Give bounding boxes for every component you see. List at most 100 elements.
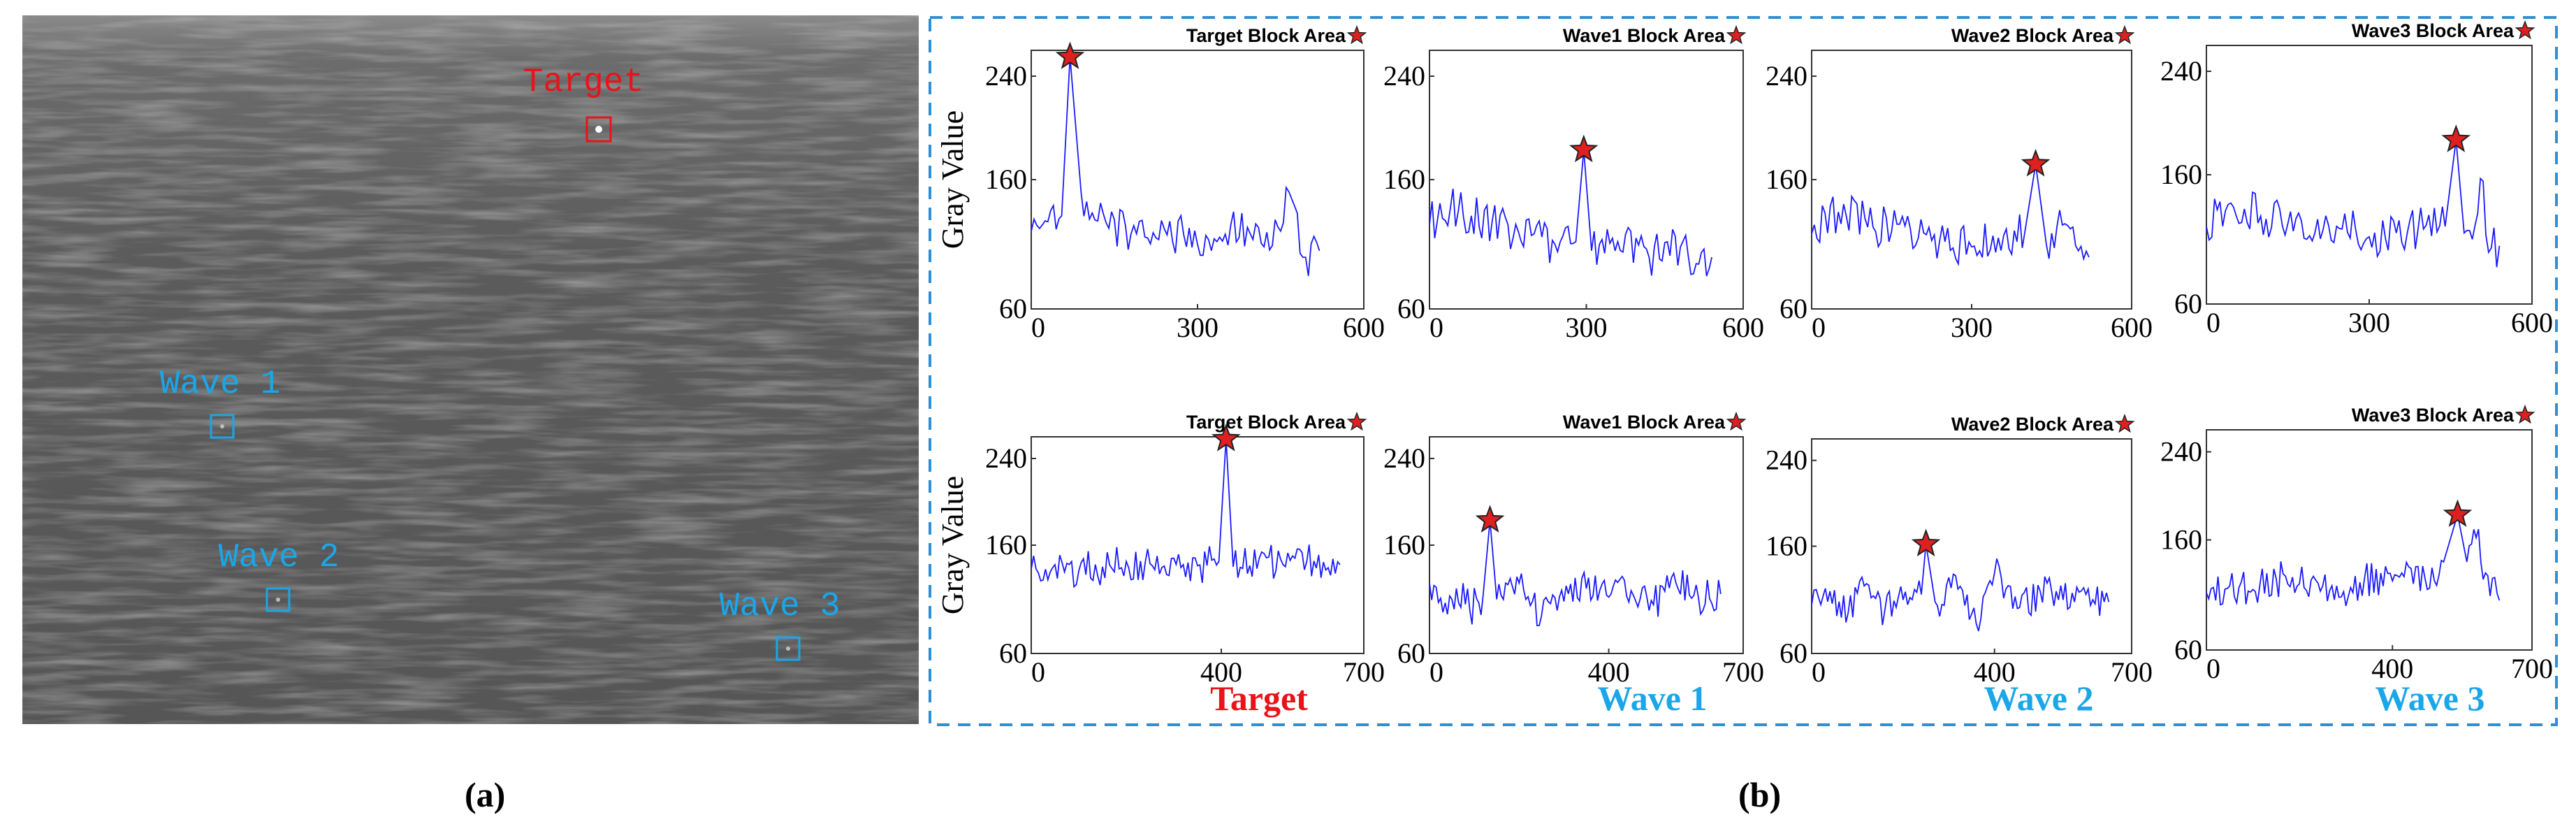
chart-r1-c1: 60 160 240 0 400 700 Wave1 Block Area [1383,411,1764,688]
data-point [2466,561,2468,563]
data-point [1918,237,1919,238]
data-point [1163,228,1165,229]
peak-star-icon [2021,148,2051,177]
sea-surface-image: Target Wave 1 Wave 2 Wave 3 [22,15,919,724]
x-tick-label: 300 [2348,307,2390,338]
y-tick-label: 160 [1766,530,1807,562]
data-point [1031,568,1032,570]
y-tick-label: 240 [2160,55,2202,87]
y-tick-label: 160 [985,164,1027,195]
wave-3-label: Wave 3 [720,588,841,626]
block-area-annotation: Wave3 Block Area [2352,405,2515,426]
y-tick-label: 160 [1383,164,1425,195]
wave-1-box [210,414,235,439]
plot-area [1429,436,1744,654]
data-point [1173,558,1174,559]
chart-r0-c0: 60 160 240 0 300 600 Target Block Area Gray Val… [936,24,1385,343]
data-point [2475,537,2477,538]
legend-star-icon [2515,404,2535,424]
data-point [1496,599,1497,600]
data-point [1197,565,1198,566]
data-point [2423,229,2424,230]
data-point [1976,623,1977,624]
x-tick-label: 400 [2371,653,2413,684]
x-tick-label: 700 [2111,656,2153,688]
wave-2-spot [276,598,280,602]
data-point [2039,591,2041,592]
data-point [1483,593,1484,595]
data-point [1935,601,1936,602]
plot-area [1811,50,2132,310]
data-point [2024,231,2025,232]
data-point [1130,233,1132,235]
peak-star-icon [1569,134,1599,163]
data-point [1891,231,1893,232]
data-point [2287,223,2289,224]
gray-value-line [1031,57,1320,276]
y-tick-label: 240 [985,442,1027,474]
data-point [2206,592,2207,593]
data-point [1866,583,1868,584]
data-point [2498,245,2500,247]
data-point [2364,578,2365,579]
wave-3-spot [786,646,790,651]
data-point [1232,566,1234,568]
block-area-annotation: Wave1 Block Area [1563,25,1726,46]
y-tick-label: 240 [985,60,1027,92]
y-tick-label: 60 [1780,293,1807,324]
block-area-annotation: Target Block Area [1186,412,1346,433]
data-point [2498,600,2500,601]
data-point [1811,605,1812,606]
legend-star-icon [1726,411,1747,431]
x-tick-label: 0 [2206,653,2220,684]
data-point [2233,206,2234,208]
data-point [1698,596,1699,598]
plot-area [2206,45,2533,305]
data-point [1864,218,1865,219]
data-point [2062,224,2063,226]
data-point [1429,224,1430,226]
peak-star-icon [1911,528,1941,557]
chart-r1-c2: 60 160 240 0 400 700 Wave2 Block Area [1766,413,2153,688]
data-point [2206,226,2207,227]
data-point [2382,586,2384,587]
legend-star-icon [2114,24,2135,45]
data-point [2108,601,2109,602]
wave-3-marker: Wave 3 [720,588,841,661]
target-marker: Target [523,64,644,143]
chart-r0-c1: 60 160 240 0 300 600 Wave1 Block Area [1383,24,1764,343]
data-point [2322,586,2323,587]
data-point [2229,586,2230,587]
data-point [1944,241,1946,243]
y-tick-label: 60 [999,637,1027,669]
chart-r1-c0: 60 160 240 0 400 700 Target Block Area Gray Val… [936,411,1385,688]
x-tick-label: 0 [1429,312,1443,343]
x-tick-label: 300 [1951,312,1993,343]
gray-value-line [1429,150,1712,277]
data-point [1576,241,1577,243]
data-point [1513,237,1514,238]
data-point [1518,582,1520,584]
legend-star-icon [1726,24,1747,45]
x-tick-label: 0 [1429,656,1443,688]
legend-star-icon [2515,20,2535,40]
data-point [2253,588,2254,590]
peak-star-icon [1475,505,1505,533]
data-point [1591,250,1592,252]
chart-r0-c3: 60 160 240 0 300 600 Wave3 Block Area [2160,20,2553,338]
data-point [2396,232,2397,233]
sea-texture [22,15,919,724]
data-point [2299,584,2300,585]
data-point [2443,561,2445,563]
data-point [1053,205,1054,206]
data-point [1534,233,1535,235]
data-point [1306,561,1307,562]
data-point [1442,612,1443,613]
block-area-annotation: Wave2 Block Area [1951,25,2114,46]
data-point [2062,599,2064,600]
target-label: Target [523,64,644,101]
data-point [1811,233,1812,235]
x-tick-label: 400 [1974,656,2016,688]
chart-r0-c2: 60 160 240 0 300 600 Wave2 Block Area [1766,24,2153,343]
y-tick-label: 240 [1766,445,1807,476]
